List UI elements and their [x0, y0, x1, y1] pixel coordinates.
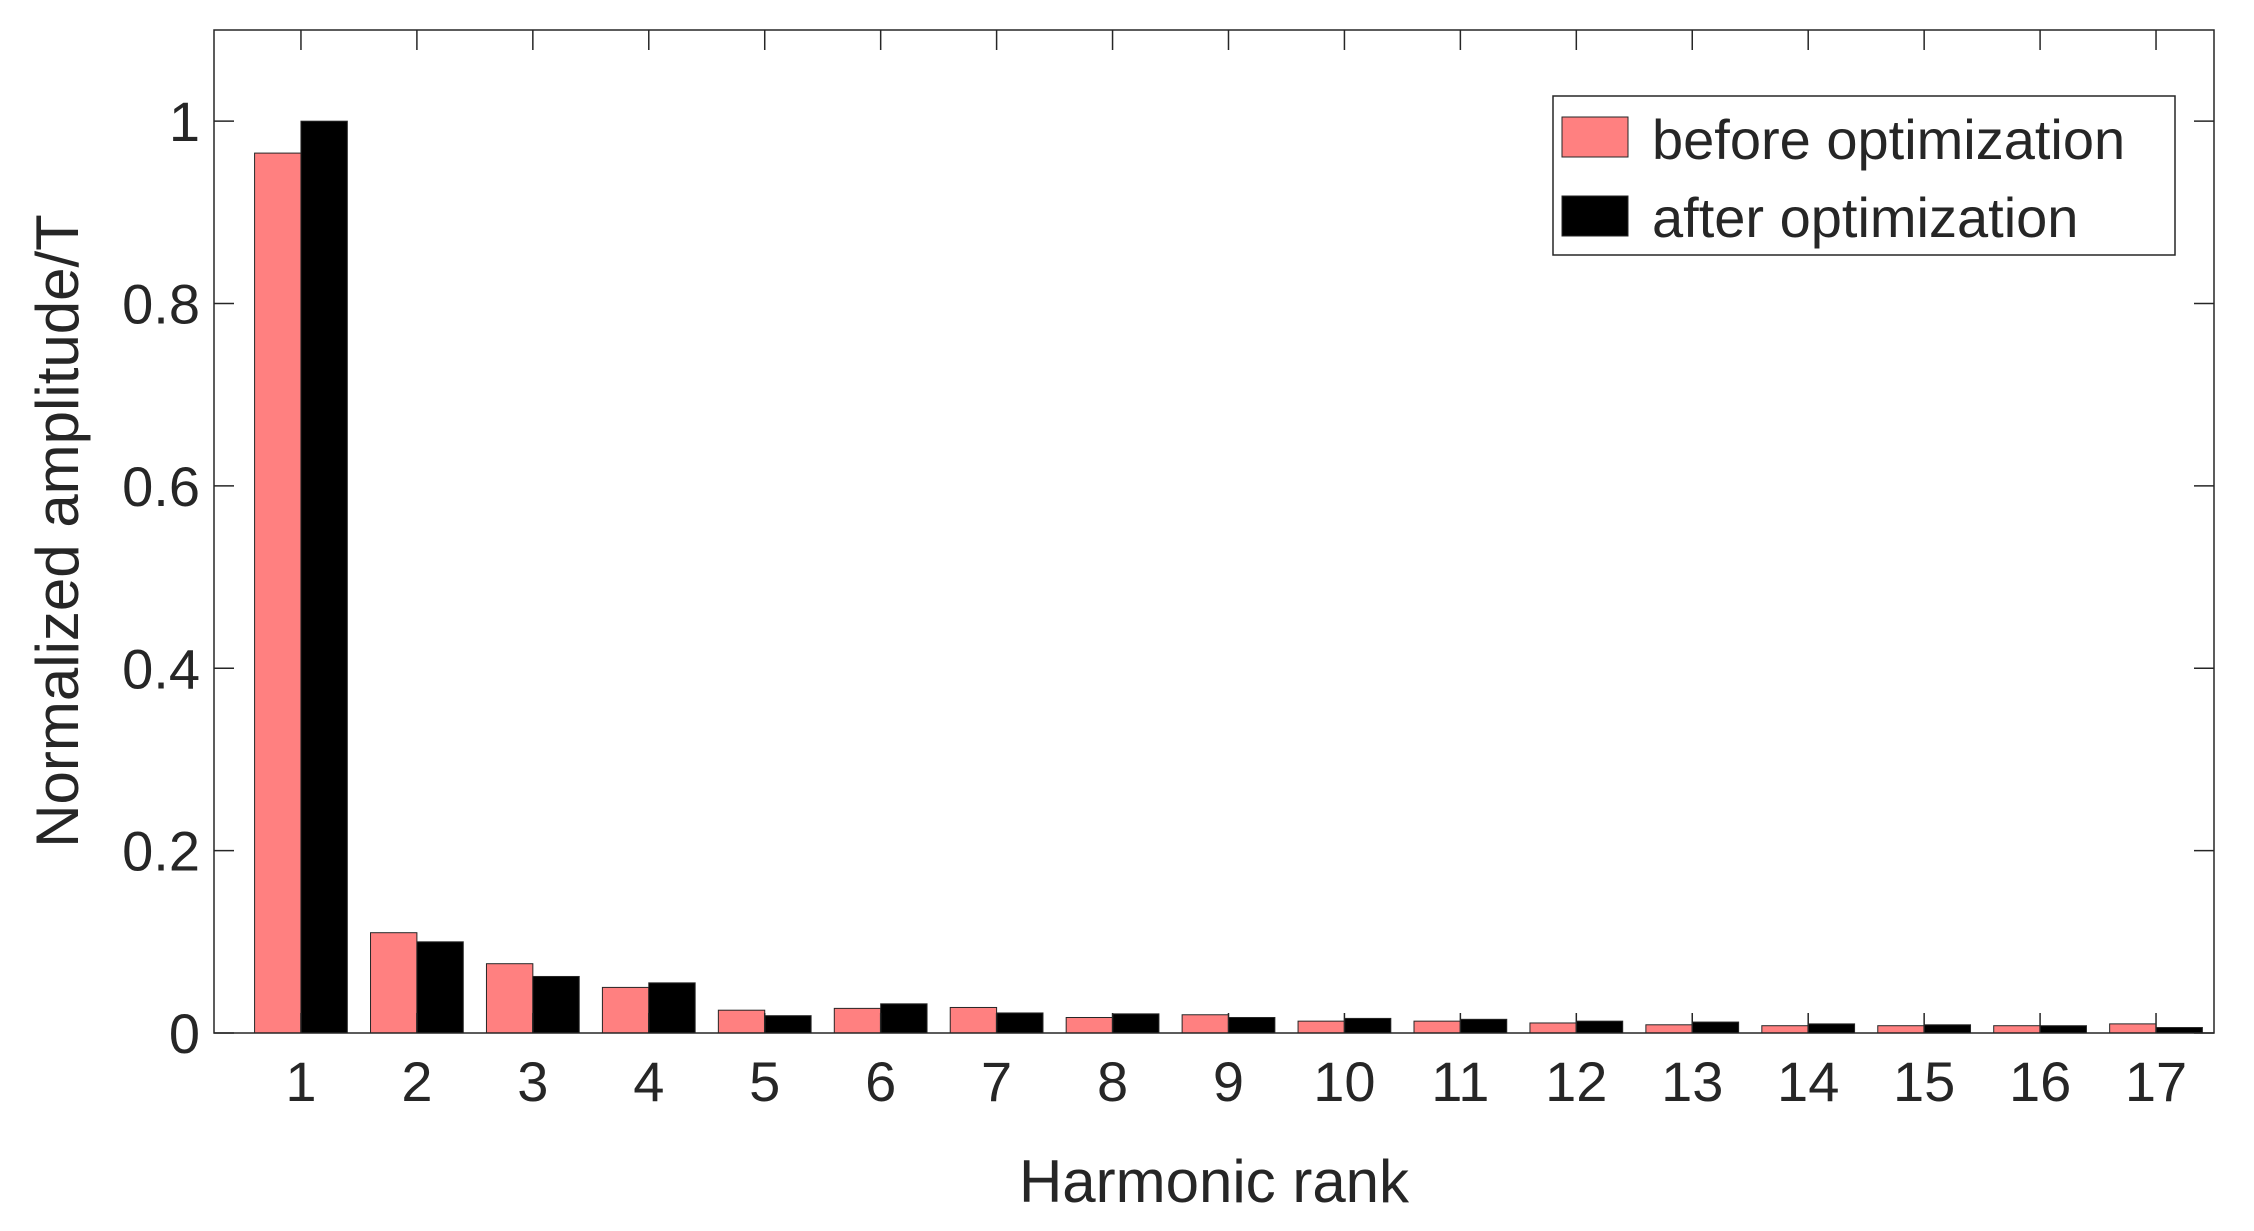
bar-after-4 [648, 982, 696, 1034]
ticks-group [214, 30, 2214, 1034]
bar-before-8 [1065, 1016, 1114, 1034]
x-tick-label-1: 1 [285, 1050, 316, 1113]
bar-after-5 [764, 1015, 812, 1034]
bar-before-9 [1181, 1014, 1229, 1034]
bar-before-4 [601, 986, 650, 1034]
bar-before-7 [949, 1006, 998, 1034]
legend: before optimization after optimization [1552, 95, 2176, 256]
bar-before-10 [1297, 1020, 1345, 1034]
x-tick-label-12: 12 [1545, 1050, 1607, 1113]
bar-after-16 [2039, 1025, 2087, 1034]
x-tick-label-8: 8 [1097, 1050, 1128, 1113]
y-axis-title: Normalized amplitude/T [24, 214, 91, 848]
y-tick-label-0.4: 0.4 [122, 637, 200, 700]
bar-before-12 [1529, 1022, 1577, 1034]
y-tick-label-0.2: 0.2 [122, 820, 200, 883]
y-tick-label-1: 1 [169, 90, 200, 153]
x-tick-label-14: 14 [1777, 1050, 1839, 1113]
bar-before-16 [1993, 1025, 2041, 1034]
bar-after-2 [416, 941, 464, 1034]
bar-after-13 [1691, 1021, 1740, 1034]
bar-after-8 [1112, 1013, 1160, 1034]
x-tick-label-16: 16 [2009, 1050, 2071, 1113]
legend-swatch-before-optimization [1561, 116, 1629, 158]
legend-swatch-after-optimization [1561, 195, 1629, 237]
x-tick-label-11: 11 [1431, 1050, 1489, 1113]
bar-after-12 [1575, 1020, 1624, 1034]
y-tick-label-0: 0 [169, 1002, 200, 1065]
x-tick-label-2: 2 [401, 1050, 432, 1113]
bar-after-1 [300, 120, 348, 1034]
y-tick-label-0.6: 0.6 [122, 455, 200, 518]
bar-after-17 [2155, 1027, 2203, 1034]
bar-after-3 [532, 975, 580, 1034]
x-tick-label-15: 15 [1893, 1050, 1955, 1113]
x-tick-label-7: 7 [981, 1050, 1012, 1113]
x-tick-label-13: 13 [1661, 1050, 1723, 1113]
bar-before-15 [1877, 1025, 1925, 1034]
bar-before-1 [254, 152, 302, 1034]
bar-after-15 [1923, 1024, 1972, 1034]
legend-box [1552, 95, 2176, 256]
bar-after-6 [880, 1003, 928, 1034]
bar-before-17 [2109, 1023, 2157, 1034]
x-tick-label-10: 10 [1313, 1050, 1375, 1113]
bar-after-9 [1227, 1016, 1276, 1034]
bar-before-11 [1413, 1020, 1461, 1034]
bar-after-14 [1807, 1023, 1856, 1034]
bar-after-11 [1459, 1018, 1508, 1034]
bar-before-5 [717, 1009, 766, 1034]
x-tick-label-6: 6 [865, 1050, 896, 1113]
x-axis-title: Harmonic rank [1019, 1148, 1410, 1215]
x-tick-label-5: 5 [749, 1050, 780, 1113]
plot-frame [213, 29, 2215, 1034]
legend-label-before-optimization: before optimization [1652, 108, 2125, 171]
y-tick-label-0.8: 0.8 [122, 273, 200, 336]
bar-after-10 [1343, 1017, 1392, 1034]
bar-before-13 [1645, 1024, 1693, 1034]
bars-group [254, 120, 2203, 1034]
bar-before-2 [370, 932, 418, 1034]
bar-before-6 [833, 1007, 882, 1034]
bar-before-14 [1761, 1025, 1809, 1034]
legend-label-after-optimization: after optimization [1652, 186, 2078, 249]
x-tick-label-17: 17 [2125, 1050, 2187, 1113]
x-tick-label-3: 3 [517, 1050, 548, 1113]
bar-before-3 [485, 963, 534, 1034]
x-tick-label-9: 9 [1213, 1050, 1244, 1113]
bar-after-7 [996, 1012, 1044, 1034]
x-tick-label-4: 4 [633, 1050, 664, 1113]
